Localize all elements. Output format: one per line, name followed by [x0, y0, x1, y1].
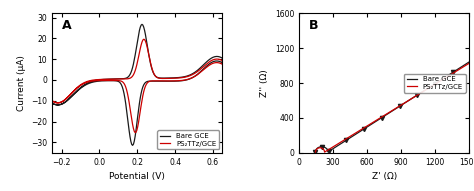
- Bare GCE: [139, 23, 145, 26]
- Text: A: A: [63, 19, 72, 32]
- PS₂TTz/GCE: [400, 103, 405, 105]
- X-axis label: Z' (Ω): Z' (Ω): [372, 172, 397, 181]
- Bare GCE: [161, 77, 167, 79]
- Bare GCE: [313, 151, 319, 153]
- Bare GCE: [341, 141, 346, 143]
- Bare GCE: [142, 82, 147, 85]
- Text: B: B: [309, 19, 319, 32]
- X-axis label: Potential (V): Potential (V): [109, 172, 165, 181]
- PS₂TTz/GCE: [132, 131, 138, 134]
- Line: Bare GCE: Bare GCE: [316, 62, 469, 152]
- PS₂TTz/GCE: [396, 105, 401, 108]
- Bare GCE: [325, 151, 331, 153]
- PS₂TTz/GCE: [161, 77, 167, 80]
- Bare GCE: [130, 144, 136, 146]
- Bare GCE: [49, 102, 55, 104]
- Y-axis label: Z'' (Ω): Z'' (Ω): [260, 69, 269, 97]
- Bare GCE: [447, 73, 453, 75]
- Line: Bare GCE: Bare GCE: [52, 24, 222, 145]
- PS₂TTz/GCE: [144, 83, 149, 86]
- Bare GCE: [185, 74, 191, 77]
- PS₂TTz/GCE: [141, 38, 146, 40]
- Bare GCE: [398, 105, 403, 107]
- PS₂TTz/GCE: [466, 62, 472, 64]
- Bare GCE: [342, 140, 348, 142]
- Bare GCE: [401, 102, 407, 105]
- Legend: Bare GCE, PS₂TTz/GCE: Bare GCE, PS₂TTz/GCE: [404, 74, 466, 93]
- PS₂TTz/GCE: [175, 80, 181, 82]
- PS₂TTz/GCE: [322, 151, 328, 153]
- Line: PS₂TTz/GCE: PS₂TTz/GCE: [52, 39, 222, 133]
- PS₂TTz/GCE: [337, 141, 343, 143]
- PS₂TTz/GCE: [398, 104, 404, 106]
- Bare GCE: [49, 102, 55, 104]
- Bare GCE: [144, 81, 149, 83]
- Bare GCE: [91, 80, 96, 82]
- PS₂TTz/GCE: [49, 100, 55, 102]
- PS₂TTz/GCE: [313, 151, 319, 153]
- PS₂TTz/GCE: [185, 75, 191, 78]
- Y-axis label: Current (μA): Current (μA): [17, 55, 26, 111]
- PS₂TTz/GCE: [142, 87, 147, 90]
- Legend: Bare GCE, PS₂TTz/GCE: Bare GCE, PS₂TTz/GCE: [157, 130, 219, 149]
- Bare GCE: [175, 80, 181, 82]
- PS₂TTz/GCE: [339, 140, 345, 142]
- PS₂TTz/GCE: [91, 79, 96, 81]
- Line: PS₂TTz/GCE: PS₂TTz/GCE: [316, 63, 469, 152]
- PS₂TTz/GCE: [49, 100, 55, 102]
- Bare GCE: [466, 61, 472, 63]
- Bare GCE: [400, 103, 405, 106]
- PS₂TTz/GCE: [447, 74, 453, 76]
